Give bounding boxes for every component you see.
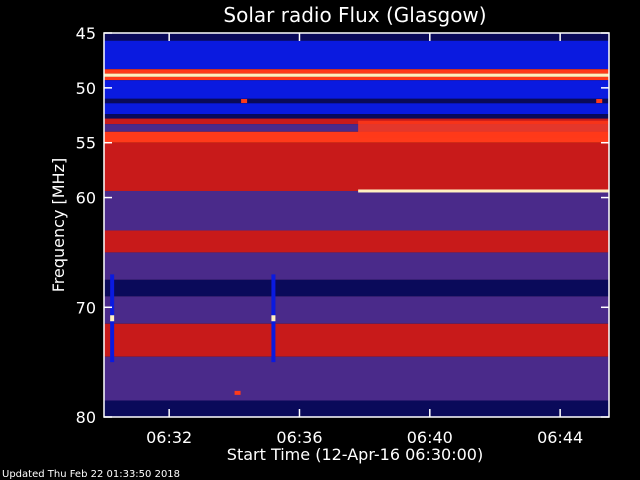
emission-blob <box>234 390 241 395</box>
y-axis-label: Frequency [MHz] <box>49 158 68 292</box>
spectrogram-plot <box>104 33 609 417</box>
y-tick-label: 55 <box>76 134 96 153</box>
x-tick-label: 06:44 <box>537 428 583 447</box>
frequency-band <box>104 33 609 41</box>
x-axis: 06:32 06:36 06:40 06:44 <box>146 33 583 447</box>
frequency-band <box>104 230 609 253</box>
emission-blob <box>241 99 248 104</box>
emission-line <box>358 189 609 193</box>
y-tick-label: 50 <box>76 79 96 98</box>
y-tick-label: 45 <box>76 24 96 43</box>
frequency-band <box>104 69 609 74</box>
y-tick-label: 70 <box>76 298 96 317</box>
y-tick-label: 80 <box>76 408 96 427</box>
x-axis-label: Start Time (12-Apr-16 06:30:00) <box>227 445 483 464</box>
x-tick-label: 06:32 <box>146 428 192 447</box>
frequency-band <box>104 131 609 143</box>
emission-blob <box>596 99 603 104</box>
frequency-band <box>104 73 609 77</box>
y-tick-label: 60 <box>76 189 96 208</box>
frequency-band <box>104 98 609 104</box>
emission-band <box>358 120 609 139</box>
y-axis: 45 50 55 60 70 80 <box>76 24 609 427</box>
frequency-band <box>104 40 609 70</box>
chart-title: Solar radio Flux (Glasgow) <box>223 3 486 27</box>
frequency-band <box>104 356 609 401</box>
frequency-band <box>104 114 609 119</box>
frequency-band <box>104 103 609 115</box>
spike-peak <box>271 315 276 322</box>
frequency-band <box>104 323 609 357</box>
spike-peak <box>110 315 115 322</box>
x-tick-label: 06:36 <box>276 428 322 447</box>
frequency-band <box>104 252 609 280</box>
frequency-band <box>104 400 609 417</box>
frequency-band <box>104 279 609 297</box>
frequency-band <box>104 190 609 231</box>
frequency-band <box>104 124 609 132</box>
frequency-band <box>104 118 609 125</box>
frequency-band <box>104 142 609 191</box>
updated-timestamp: Updated Thu Feb 22 01:33:50 2018 <box>2 469 180 480</box>
plot-border <box>103 32 610 418</box>
frequency-band <box>104 296 609 324</box>
x-tick-label: 06:40 <box>407 428 453 447</box>
frequency-band <box>104 80 609 99</box>
frequency-band <box>104 76 609 81</box>
